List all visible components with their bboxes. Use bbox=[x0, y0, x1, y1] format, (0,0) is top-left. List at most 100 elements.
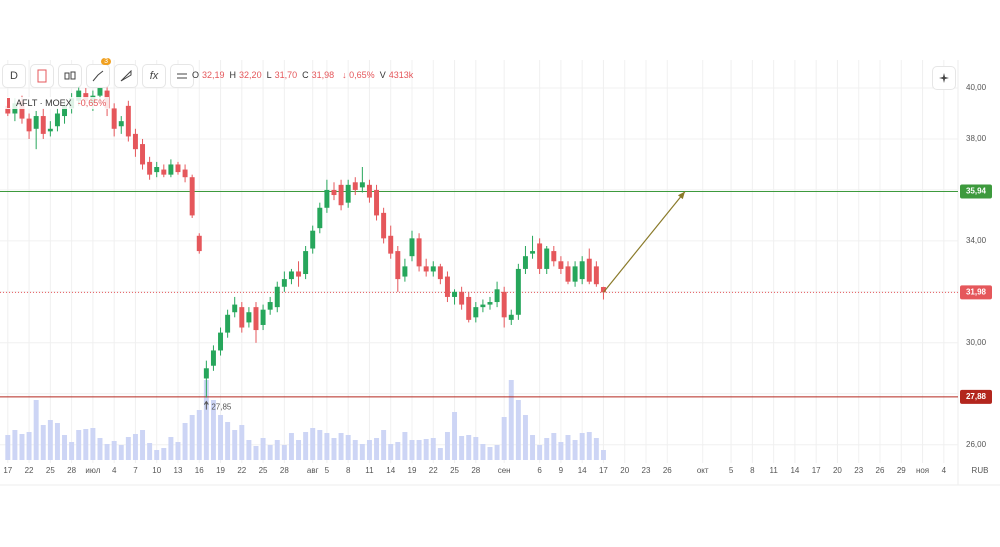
candle-body bbox=[210, 350, 216, 366]
arrow-head bbox=[677, 191, 685, 200]
candle-body bbox=[267, 302, 273, 310]
volume-bar bbox=[161, 448, 167, 460]
volume-bar bbox=[593, 438, 599, 460]
ai-button[interactable] bbox=[932, 66, 956, 90]
candle-body bbox=[274, 286, 280, 308]
badge: 3 bbox=[101, 58, 111, 65]
ohlc-key: L bbox=[266, 70, 272, 80]
volume-bar bbox=[310, 428, 316, 460]
last-price-label: 31,98 bbox=[966, 287, 987, 296]
candle-body bbox=[352, 182, 358, 190]
volume-bar bbox=[437, 448, 443, 460]
level-tag bbox=[960, 389, 992, 404]
volume-bar bbox=[444, 432, 450, 460]
candle-body bbox=[175, 164, 181, 173]
volume-bar bbox=[225, 422, 231, 460]
volume-bar bbox=[345, 435, 351, 460]
volume-bar bbox=[388, 444, 394, 460]
volume-bar bbox=[12, 430, 18, 460]
x-tick-label: 22 bbox=[25, 466, 34, 475]
candle-body bbox=[310, 230, 316, 249]
volume-bar bbox=[395, 442, 401, 460]
volume-bar bbox=[508, 380, 514, 460]
volume-bar bbox=[423, 439, 429, 460]
draw-button[interactable] bbox=[114, 64, 138, 88]
volume-bar bbox=[374, 438, 380, 460]
volume-bar bbox=[203, 380, 209, 460]
ohlc-key: O bbox=[192, 70, 200, 80]
candle-body bbox=[168, 164, 174, 175]
candle-body bbox=[26, 118, 32, 132]
x-tick-label: 19 bbox=[408, 466, 417, 475]
candle-body bbox=[189, 177, 195, 216]
volume-bar bbox=[352, 440, 358, 460]
volume-bar bbox=[466, 435, 472, 460]
toolbar: D 3 fx bbox=[2, 58, 194, 88]
chart-type-button[interactable] bbox=[30, 64, 54, 88]
volume-bar bbox=[522, 415, 528, 460]
candle-body bbox=[359, 182, 365, 188]
volume-bar bbox=[168, 437, 174, 460]
candle-body bbox=[430, 266, 436, 272]
level-label: 35,94 bbox=[966, 187, 987, 196]
candle-body bbox=[522, 256, 528, 269]
x-tick-label: 5 bbox=[729, 466, 734, 475]
volume-bar bbox=[551, 433, 557, 460]
volume-bar bbox=[90, 428, 96, 460]
y-tick-label: 30,00 bbox=[966, 338, 987, 347]
x-tick-label: 4 bbox=[942, 466, 947, 475]
icon-shape bbox=[92, 70, 104, 82]
volume-bar bbox=[487, 447, 493, 460]
volume-bar bbox=[402, 432, 408, 460]
candle-body bbox=[288, 271, 294, 280]
candle-body bbox=[47, 128, 53, 132]
candle-body bbox=[423, 266, 429, 272]
chart-panel bbox=[0, 60, 1000, 485]
candle-body bbox=[154, 167, 160, 173]
volume-bar bbox=[473, 437, 479, 460]
currency-label: RUB bbox=[972, 466, 989, 475]
formula-button[interactable]: fx bbox=[142, 64, 166, 88]
x-tick-label: 25 bbox=[259, 466, 268, 475]
volume-bar bbox=[19, 434, 25, 460]
trend-arrow bbox=[602, 191, 686, 293]
indicators-button[interactable]: 3 bbox=[86, 58, 111, 88]
candle-body bbox=[473, 307, 479, 318]
y-tick-label: 38,00 bbox=[966, 134, 987, 143]
ticker-legend: AFLT · MOEX -0,65% bbox=[4, 97, 110, 109]
volume-bar bbox=[260, 438, 266, 460]
volume-bar bbox=[97, 438, 103, 460]
candle-body bbox=[444, 276, 450, 297]
x-tick-label: 16 bbox=[195, 466, 204, 475]
candle-body bbox=[239, 307, 245, 328]
x-tick-label: 26 bbox=[663, 466, 672, 475]
candle-body bbox=[19, 100, 25, 119]
volume-bar bbox=[416, 440, 422, 460]
interval-button[interactable]: D bbox=[2, 64, 26, 88]
candle-body bbox=[515, 268, 521, 315]
candles-button[interactable] bbox=[58, 64, 82, 88]
candle-body bbox=[118, 121, 124, 127]
volume-bar bbox=[175, 442, 181, 460]
settings-button[interactable] bbox=[170, 64, 194, 88]
x-tick-label: 28 bbox=[280, 466, 289, 475]
volume-bar bbox=[381, 430, 387, 460]
volume-bar bbox=[515, 400, 521, 460]
x-tick-label: 29 bbox=[897, 466, 906, 475]
x-tick-label: 14 bbox=[578, 466, 587, 475]
candle-body bbox=[530, 251, 536, 254]
y-tick-label: 34,00 bbox=[966, 236, 987, 245]
volume-bar bbox=[125, 437, 131, 460]
icon-shape bbox=[120, 70, 132, 82]
ohlc-key: V bbox=[379, 70, 386, 80]
candle-body bbox=[111, 108, 117, 129]
x-tick-label: 23 bbox=[642, 466, 651, 475]
candle-body bbox=[459, 291, 465, 305]
x-tick-label: 20 bbox=[833, 466, 842, 475]
volume-bar bbox=[274, 440, 280, 460]
volume-bar bbox=[132, 434, 138, 460]
x-tick-label: 13 bbox=[174, 466, 183, 475]
icon bbox=[177, 73, 187, 79]
candle-body bbox=[579, 261, 585, 280]
